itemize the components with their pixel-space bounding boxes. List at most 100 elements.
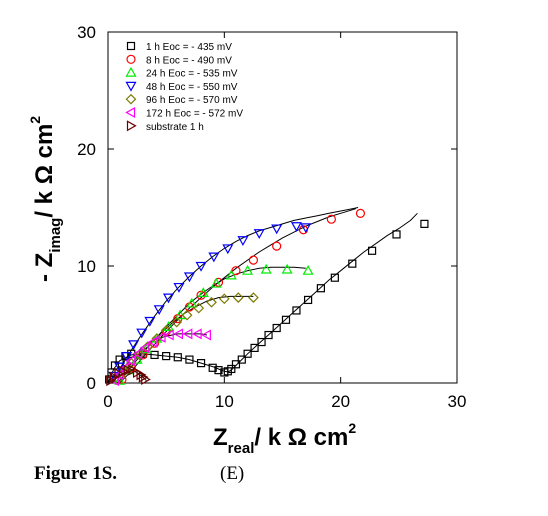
data-point — [132, 348, 143, 360]
y-tick-label: 30 — [77, 23, 96, 42]
data-point — [222, 244, 234, 255]
data-point — [243, 349, 252, 358]
y-tick-label: 0 — [87, 374, 96, 393]
x-tick-label: 20 — [331, 392, 350, 411]
data-point — [162, 293, 175, 304]
data-point — [186, 297, 198, 308]
data-point — [248, 255, 259, 265]
x-axis-title: Zreal/ k Ω cm2 — [213, 420, 356, 457]
data-point — [264, 330, 273, 340]
legend-label: 8 h Eoc = - 490 mV — [146, 55, 232, 66]
data-point — [121, 351, 133, 362]
data-point — [138, 371, 149, 383]
data-point — [248, 292, 259, 303]
data-point — [316, 284, 325, 293]
data-point — [134, 349, 145, 361]
fit-curves — [107, 207, 418, 384]
data-point — [183, 272, 195, 283]
legend-marker — [125, 106, 136, 119]
data-point — [191, 328, 202, 340]
data-point — [125, 355, 136, 367]
data-point — [123, 364, 134, 376]
data-point — [155, 331, 166, 343]
data-point — [118, 365, 130, 377]
data-point — [348, 259, 357, 268]
data-point — [300, 223, 312, 234]
data-point — [272, 241, 282, 251]
data-point — [420, 219, 429, 228]
data-point — [355, 208, 366, 218]
data-point — [114, 368, 125, 380]
data-point — [196, 359, 206, 368]
legend-marker — [125, 93, 137, 105]
data-point — [250, 343, 259, 352]
y-tick-label: 20 — [77, 140, 96, 159]
panel-label: (E) — [220, 463, 245, 484]
data-point — [242, 264, 254, 275]
legend-label: substrate 1 h — [146, 122, 204, 133]
data-point — [218, 293, 230, 305]
data-point — [257, 337, 266, 347]
legend-marker — [126, 54, 136, 64]
legend-label: 48 h Eoc = - 550 mV — [146, 82, 238, 93]
legend-label: 1 h Eoc = - 435 mV — [146, 42, 232, 53]
data-point — [139, 342, 150, 354]
data-point — [147, 336, 158, 348]
legend-label: 96 h Eoc = - 570 mV — [146, 95, 238, 106]
data-point — [232, 292, 244, 303]
series-group — [109, 328, 211, 387]
data-point — [302, 264, 314, 275]
data-point — [197, 287, 209, 298]
data-point — [196, 290, 206, 300]
data-point — [260, 263, 272, 274]
data-point — [237, 355, 246, 364]
legend-label: 24 h Eoc = - 535 mV — [146, 69, 238, 80]
data-point — [171, 316, 182, 328]
data-point — [227, 364, 236, 374]
data-point — [163, 329, 174, 341]
data-point — [195, 261, 207, 272]
data-point — [201, 329, 211, 341]
data-point — [231, 360, 241, 369]
fit-line — [107, 212, 418, 384]
x-tick-label: 10 — [215, 392, 234, 411]
data-point — [326, 214, 336, 224]
data-point — [181, 309, 193, 321]
data-point — [182, 328, 193, 340]
data-point — [144, 316, 156, 327]
data-points — [105, 208, 429, 387]
data-point — [208, 252, 220, 263]
data-point — [208, 363, 217, 372]
data-point — [253, 229, 265, 239]
axis-ticks: 0 10 20 30 0 10 20 30 — [77, 23, 466, 411]
data-point — [193, 302, 205, 314]
data-point — [392, 230, 401, 239]
y-axis-title: - Zimag/ k Ω cm2 — [27, 116, 64, 282]
fit-line — [111, 207, 359, 384]
data-point — [173, 282, 185, 293]
data-point — [173, 328, 184, 340]
legend: 1 h Eoc = - 435 mV 8 h Eoc = - 490 mV 24 h… — [125, 41, 243, 133]
legend-marker — [125, 66, 137, 77]
data-point — [109, 371, 120, 383]
data-point — [141, 373, 151, 386]
data-point — [330, 273, 339, 282]
data-point — [128, 340, 140, 351]
data-point — [150, 350, 159, 360]
legend-marker — [125, 81, 137, 92]
plot-frame — [107, 31, 458, 384]
data-point — [185, 355, 194, 364]
legend-label: 172 h Eoc = - 572 mV — [146, 109, 243, 120]
data-point — [119, 365, 129, 377]
data-point — [210, 277, 222, 288]
data-point — [272, 323, 281, 333]
data-point — [128, 364, 139, 376]
figure-label: Figure 1S. — [34, 463, 118, 484]
data-point — [281, 315, 291, 324]
series-group — [114, 263, 314, 385]
x-tick-label: 0 — [103, 392, 112, 411]
data-point — [237, 236, 249, 246]
series-group — [105, 219, 429, 384]
x-tick-label: 30 — [448, 392, 467, 411]
data-point — [136, 328, 148, 339]
